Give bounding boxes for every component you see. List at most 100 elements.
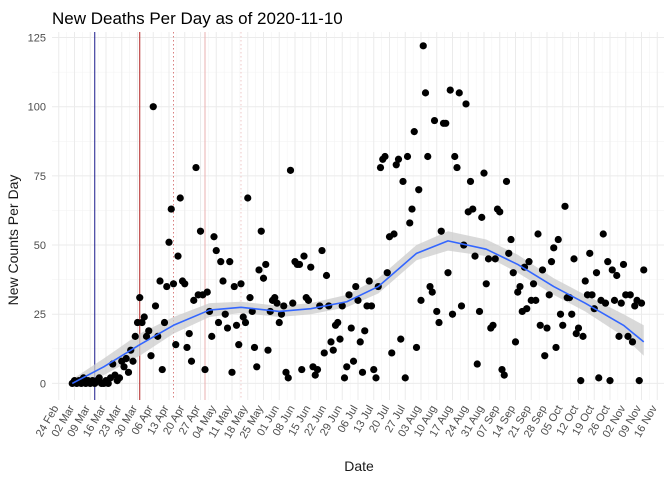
data-point <box>239 313 247 321</box>
data-point <box>451 152 459 161</box>
data-point <box>295 260 304 269</box>
data-point <box>185 329 193 338</box>
data-point <box>158 365 166 374</box>
data-point <box>538 266 547 274</box>
data-point <box>388 349 396 357</box>
data-point <box>336 335 344 343</box>
data-point <box>329 346 337 354</box>
data-point <box>284 374 292 382</box>
data-point <box>624 332 632 340</box>
data-point <box>457 302 466 310</box>
data-point <box>424 152 432 161</box>
data-point <box>349 357 358 365</box>
data-point <box>480 169 488 177</box>
x-axis-title: Date <box>344 458 374 474</box>
data-point <box>505 249 513 257</box>
data-point <box>608 266 616 274</box>
data-point <box>469 205 477 213</box>
y-tick-label: 75 <box>34 171 46 183</box>
data-point <box>415 186 423 194</box>
data-point <box>354 296 362 304</box>
data-point <box>412 343 421 352</box>
data-point <box>232 321 241 329</box>
data-point <box>536 321 544 329</box>
data-point <box>370 365 378 374</box>
data-point <box>462 100 470 108</box>
data-point <box>577 377 585 385</box>
data-point <box>365 277 373 285</box>
data-point <box>453 163 461 172</box>
data-point <box>246 294 254 302</box>
data-point <box>610 296 619 304</box>
data-point <box>122 354 130 363</box>
scatter-points <box>68 42 648 387</box>
y-tick-label: 125 <box>28 33 46 45</box>
data-point <box>367 302 376 310</box>
data-point <box>156 277 164 285</box>
data-point <box>212 246 220 255</box>
data-point <box>392 161 400 169</box>
data-point <box>399 177 407 186</box>
data-point <box>482 280 490 288</box>
data-point <box>421 89 430 97</box>
data-point <box>280 302 288 310</box>
data-point <box>498 365 506 374</box>
data-point <box>95 374 103 382</box>
data-point <box>343 363 351 371</box>
data-point <box>509 269 517 277</box>
data-point <box>475 307 484 316</box>
data-point <box>541 352 549 360</box>
data-point <box>244 194 252 202</box>
data-point <box>241 318 250 327</box>
data-point <box>230 282 238 291</box>
data-point <box>617 299 625 307</box>
data-point <box>561 202 569 210</box>
data-point <box>275 318 283 327</box>
data-point <box>592 269 601 277</box>
data-point <box>428 288 436 296</box>
data-point <box>214 318 223 327</box>
data-point <box>196 227 205 235</box>
data-point <box>426 282 434 291</box>
data-point <box>253 363 261 371</box>
data-point <box>136 294 144 302</box>
data-point <box>338 302 346 310</box>
y-tick-label: 100 <box>28 102 46 114</box>
data-point <box>151 302 160 310</box>
data-point <box>208 332 216 340</box>
data-point <box>588 291 596 299</box>
data-point <box>579 332 587 340</box>
data-point <box>572 329 580 338</box>
data-point <box>356 338 364 346</box>
data-point <box>322 271 331 280</box>
data-point <box>210 233 218 241</box>
data-point <box>300 252 308 260</box>
data-point <box>523 305 531 313</box>
data-point <box>446 86 454 94</box>
data-point <box>473 360 481 368</box>
data-point <box>124 368 133 376</box>
data-point <box>433 307 441 316</box>
data-point <box>595 374 603 382</box>
data-point <box>352 282 360 291</box>
data-point <box>235 341 243 349</box>
data-point <box>221 310 229 318</box>
data-point <box>248 307 256 316</box>
data-point <box>491 255 499 263</box>
data-point <box>552 343 560 352</box>
data-point <box>403 152 412 161</box>
data-point <box>273 299 281 307</box>
smooth-line-group <box>71 240 645 385</box>
data-point <box>397 335 405 343</box>
data-point <box>570 255 578 263</box>
data-point <box>183 343 191 352</box>
data-point <box>340 374 349 382</box>
data-point <box>149 103 157 111</box>
data-point <box>604 258 612 266</box>
data-point <box>478 213 486 221</box>
data-point <box>334 318 342 327</box>
data-point <box>226 258 234 266</box>
